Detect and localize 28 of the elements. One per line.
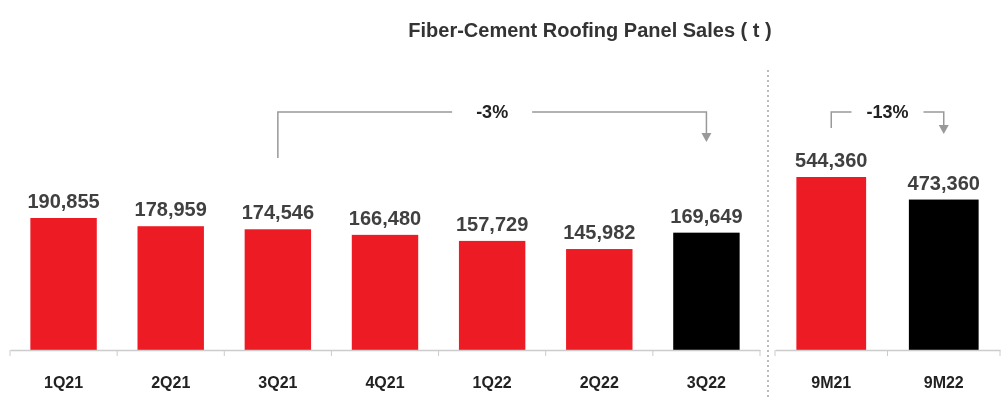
x-tick-label: 9M22 xyxy=(923,374,964,392)
bar xyxy=(566,249,633,350)
bar xyxy=(458,240,526,350)
bar xyxy=(244,229,312,350)
x-tick-label: 3Q21 xyxy=(258,374,298,392)
bar xyxy=(30,218,97,350)
x-tick-label: 2Q21 xyxy=(151,374,191,392)
x-tick-label: 2Q22 xyxy=(579,374,619,392)
chart-title: Fiber-Cement Roofing Panel Sales ( t ) xyxy=(408,19,772,41)
data-label: 174,546 xyxy=(241,201,315,224)
bar xyxy=(673,232,740,350)
x-tick-label: 1Q21 xyxy=(44,374,84,392)
x-tick-label: 3Q22 xyxy=(686,374,727,392)
data-label: 190,855 xyxy=(27,190,100,212)
text: -13% xyxy=(866,102,909,122)
bar xyxy=(351,234,419,350)
x-tick-label: 1Q22 xyxy=(472,374,512,392)
x-tick-label: 9M21 xyxy=(811,374,852,392)
data-label: 544,360 xyxy=(795,149,868,171)
data-label: 166,480 xyxy=(348,206,422,229)
x-tick-label: 4Q21 xyxy=(365,374,405,392)
bar xyxy=(137,226,204,350)
data-label: 473,360 xyxy=(907,171,980,194)
data-label: 157,729 xyxy=(455,212,529,235)
data-label: 169,649 xyxy=(670,204,743,227)
data-label: 178,959 xyxy=(134,198,207,221)
data-label: 145,982 xyxy=(563,221,636,244)
text: -3% xyxy=(476,102,509,122)
